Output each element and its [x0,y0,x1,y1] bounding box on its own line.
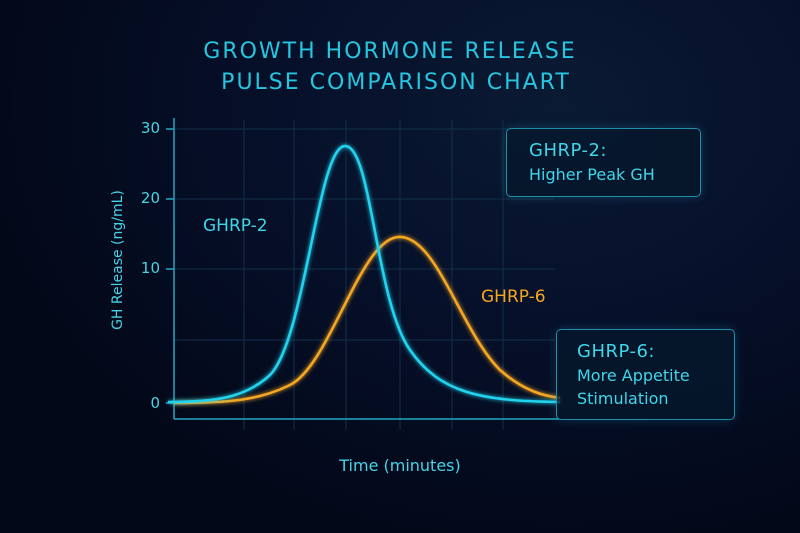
ghrp6-callout-heading: GHRP-6: [577,341,655,362]
y-tick-10: 10 [140,259,160,277]
x-axis-label: Time (minutes) [339,456,461,475]
ghrp6-callout-text-1: More Appetite [577,366,690,385]
ghrp2-curve [167,144,561,404]
y-tick-30: 30 [140,119,160,137]
ghrp6-series-label: GHRP-6 [481,287,546,307]
grid-lines [174,120,555,430]
ghrp2-callout-heading: GHRP-2: [529,140,607,161]
ghrp2-series-label: GHRP-2 [203,216,268,236]
ghrp6-callout: GHRP-6: More Appetite Stimulation [556,329,735,420]
ghrp2-callout: GHRP-2: Higher Peak GH [506,128,701,197]
y-tick-20: 20 [140,189,160,207]
chart-title-line-1: GROWTH HORMONE RELEASE [203,39,577,64]
ghrp2-callout-text: Higher Peak GH [529,165,655,184]
ghrp6-curve [173,235,561,405]
ghrp6-callout-text-2: Stimulation [577,389,669,408]
chart-title-line-2: PULSE COMPARISON CHART [221,70,571,95]
y-tick-0: 0 [150,394,160,412]
y-axis-label: GH Release (ng/mL) [110,190,126,330]
